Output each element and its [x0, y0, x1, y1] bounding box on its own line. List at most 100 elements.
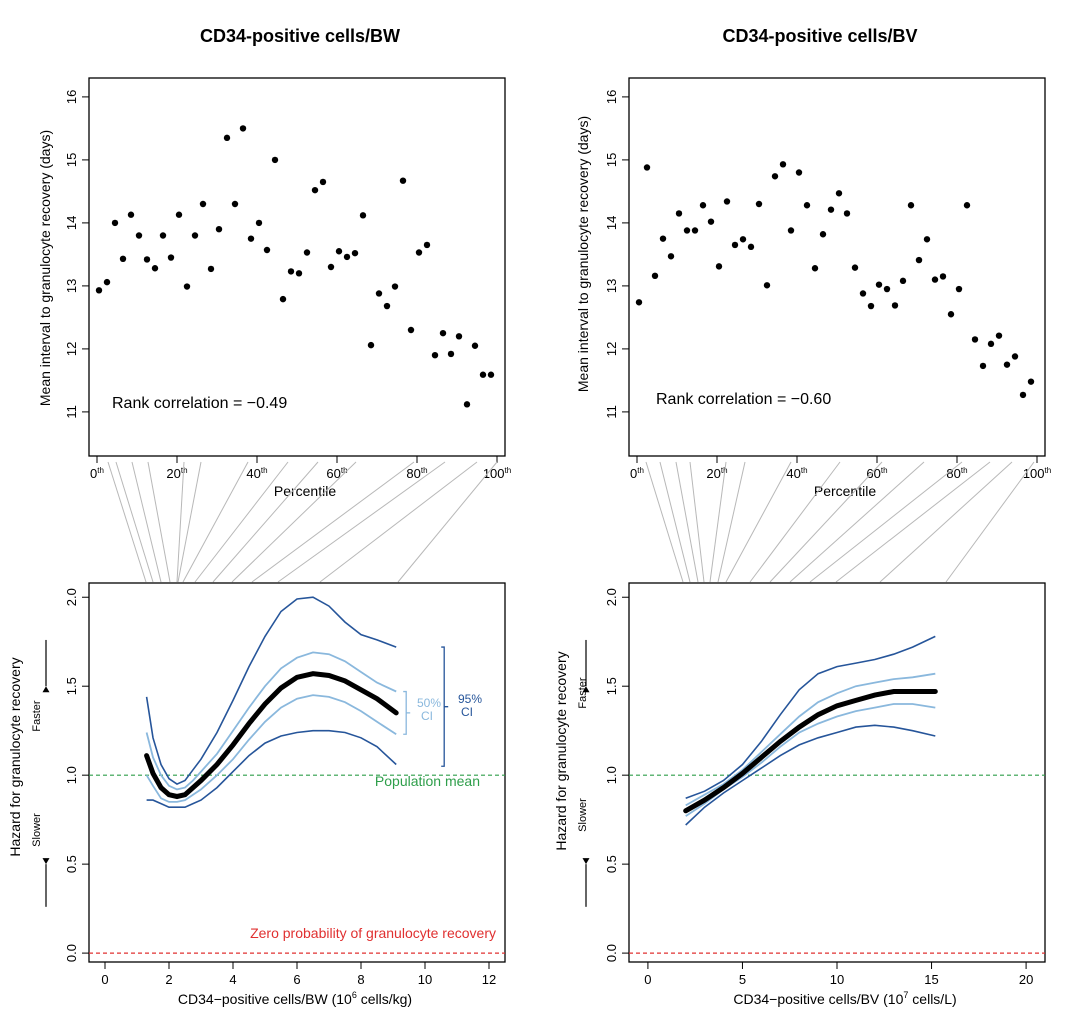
data-point [651, 272, 659, 280]
x-axis-label-unit: cells/kg) [357, 991, 412, 1007]
percentile-connector-line [319, 461, 478, 583]
data-point [787, 227, 795, 234]
x-tick-label-suffix: th [261, 466, 268, 475]
data-point [819, 231, 827, 238]
x-tick-label: 0th [630, 466, 644, 481]
percentile-connector-line [182, 461, 249, 583]
ci95-bracket [441, 646, 449, 767]
x-tick-label-suffix: th [881, 466, 888, 475]
data-point [287, 268, 295, 275]
data-point [327, 263, 335, 271]
faster-label: Faster [31, 700, 43, 732]
percentile-connector-line [277, 461, 446, 583]
data-point [231, 200, 239, 208]
ci50-upper-line [145, 651, 397, 791]
data-point [367, 341, 375, 349]
y-tick-label: 2.0 [604, 588, 619, 606]
x-tick-label: 4 [229, 972, 236, 987]
data-point [415, 249, 423, 256]
percentile-connector-line [645, 461, 684, 583]
x-tick-label: 10 [830, 972, 844, 987]
data-point [1027, 378, 1035, 385]
x-tick-label-suffix: th [1045, 466, 1052, 475]
data-point [931, 276, 939, 283]
percentile-connector-line [945, 461, 1035, 583]
data-point [763, 282, 771, 289]
slower-label: Slower [31, 813, 43, 847]
data-point [399, 177, 407, 184]
rank-correlation-annotation: Rank correlation = −0.60 [656, 391, 831, 408]
percentile-connector-lines [107, 461, 1035, 583]
y-tick-label: 16 [64, 90, 79, 104]
population-mean-label: Population mean [375, 773, 480, 789]
y-tick-label: 11 [604, 405, 619, 419]
data-point [207, 265, 215, 273]
data-point [191, 232, 199, 239]
y-tick-label: 0.5 [604, 855, 619, 873]
panel-top-right-scatter: CD34-positive cells/BV Mean interval to … [575, 26, 1051, 499]
data-point [939, 273, 947, 280]
data-point [111, 219, 119, 227]
x-tick-label-suffix: th [961, 466, 968, 475]
y-tick-label: 0.5 [64, 855, 79, 873]
y-tick-label: 11 [64, 405, 79, 419]
ci50-label-line1: 50% [417, 696, 441, 710]
data-point [867, 302, 875, 310]
y-axis-label: Mean interval to granulocyte recovery (d… [37, 130, 53, 406]
y-tick-label: 13 [604, 279, 619, 293]
percentile-connector-line [147, 461, 171, 583]
data-point [455, 333, 463, 340]
plot-frame [628, 77, 1046, 457]
chart-title: CD34-positive cells/BV [722, 26, 917, 46]
slower-arrow-head [582, 858, 590, 865]
ci50-label-line2: CI [421, 709, 433, 723]
percentile-connector-line [212, 461, 319, 583]
data-point [263, 246, 271, 254]
y-tick-label: 1.5 [64, 677, 79, 695]
percentile-connector-line [131, 461, 162, 583]
plot-frame [628, 582, 1046, 963]
x-tick-label-suffix: th [181, 466, 188, 475]
data-point [479, 371, 487, 378]
x-tick-label: 15 [924, 972, 938, 987]
y-tick-label: 15 [604, 153, 619, 167]
data-point [843, 210, 851, 217]
data-point [391, 283, 399, 290]
data-point [987, 340, 995, 348]
ci50-lower-line [145, 694, 397, 803]
data-point [899, 277, 907, 285]
data-point [691, 227, 699, 234]
x-tick-label-suffix: th [341, 466, 348, 475]
percentile-connector-line [194, 461, 289, 583]
y-tick-label: 0.0 [64, 944, 79, 962]
x-tick-label-suffix: th [421, 466, 428, 475]
ci95-label-line2: CI [461, 705, 473, 719]
x-tick-label: 0 [101, 972, 108, 987]
data-point [447, 350, 455, 358]
x-tick-label: 2 [165, 972, 172, 987]
data-point [1019, 391, 1027, 399]
data-point [271, 156, 279, 164]
data-point [699, 202, 707, 209]
percentile-connector-line [725, 461, 792, 583]
ci95-upper-line [685, 635, 936, 800]
data-point [707, 218, 715, 225]
ci50-upper-line [685, 672, 936, 807]
data-point [255, 219, 263, 227]
data-point [747, 243, 755, 251]
percentile-connector-line [177, 461, 202, 583]
plot-frame [88, 77, 506, 457]
percentile-connector-line [675, 461, 699, 583]
data-point [835, 190, 843, 197]
data-point [311, 186, 319, 194]
data-point [851, 264, 859, 271]
x-axis-label-unit: cells/L) [908, 991, 956, 1007]
data-point [127, 211, 135, 218]
y-axis-label: Hazard for granulocyte recovery [7, 657, 23, 856]
x-tick-label: 6 [293, 972, 300, 987]
data-point [383, 302, 391, 310]
x-tick-label: 80th [406, 466, 427, 481]
rank-correlation-annotation: Rank correlation = −0.49 [112, 395, 287, 412]
faster-arrow-head [42, 686, 50, 693]
data-point [471, 342, 479, 349]
